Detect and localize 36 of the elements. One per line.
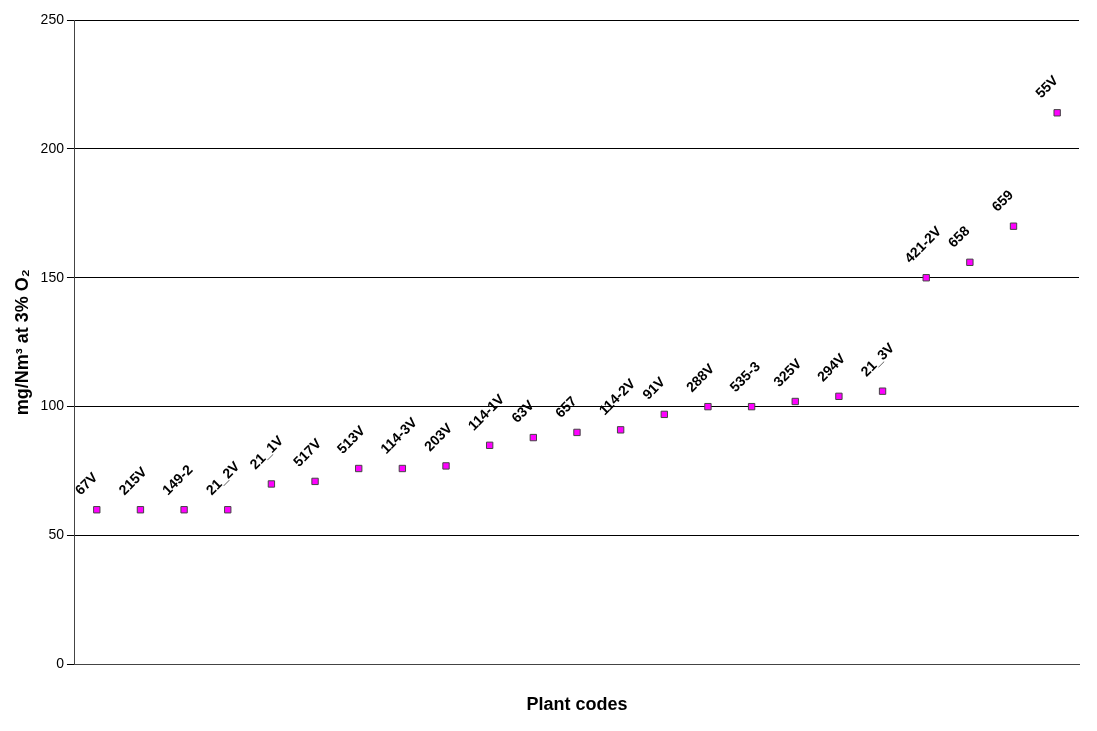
point — [136, 506, 145, 514]
point — [355, 464, 363, 473]
point — [835, 392, 843, 401]
x-tick-label: 658 — [944, 222, 973, 251]
y-tick-label: 50 — [48, 526, 65, 543]
point — [93, 506, 101, 514]
point — [398, 464, 407, 473]
point — [1053, 109, 1061, 117]
y-tick-label: 150 — [40, 268, 65, 285]
y-tick-label: 0 — [56, 655, 65, 672]
point — [529, 433, 538, 442]
y-tick-label: 100 — [40, 397, 65, 414]
point — [966, 258, 974, 266]
y-tick-label: 200 — [40, 139, 65, 156]
point — [573, 428, 581, 437]
point — [616, 426, 625, 434]
x-tick-label: 659 — [988, 186, 1017, 215]
point — [660, 410, 668, 419]
point — [442, 462, 450, 470]
point — [485, 441, 494, 449]
y-tick-label: 250 — [40, 10, 65, 27]
point — [791, 397, 799, 406]
point — [1009, 222, 1018, 230]
x-tick-label: 67V — [71, 468, 101, 498]
y-axis-title: mg/Nm³ at 3% O₂ — [11, 269, 32, 416]
point — [878, 387, 887, 395]
point — [747, 402, 756, 411]
point — [224, 506, 232, 514]
point — [267, 480, 276, 488]
x-axis-title: Plant codes — [526, 694, 628, 715]
point — [704, 402, 712, 411]
x-tick-label: 55V — [1031, 71, 1062, 101]
x-tick-label: 91V — [639, 373, 669, 403]
point — [922, 274, 930, 282]
point — [180, 506, 188, 514]
point — [311, 477, 319, 486]
